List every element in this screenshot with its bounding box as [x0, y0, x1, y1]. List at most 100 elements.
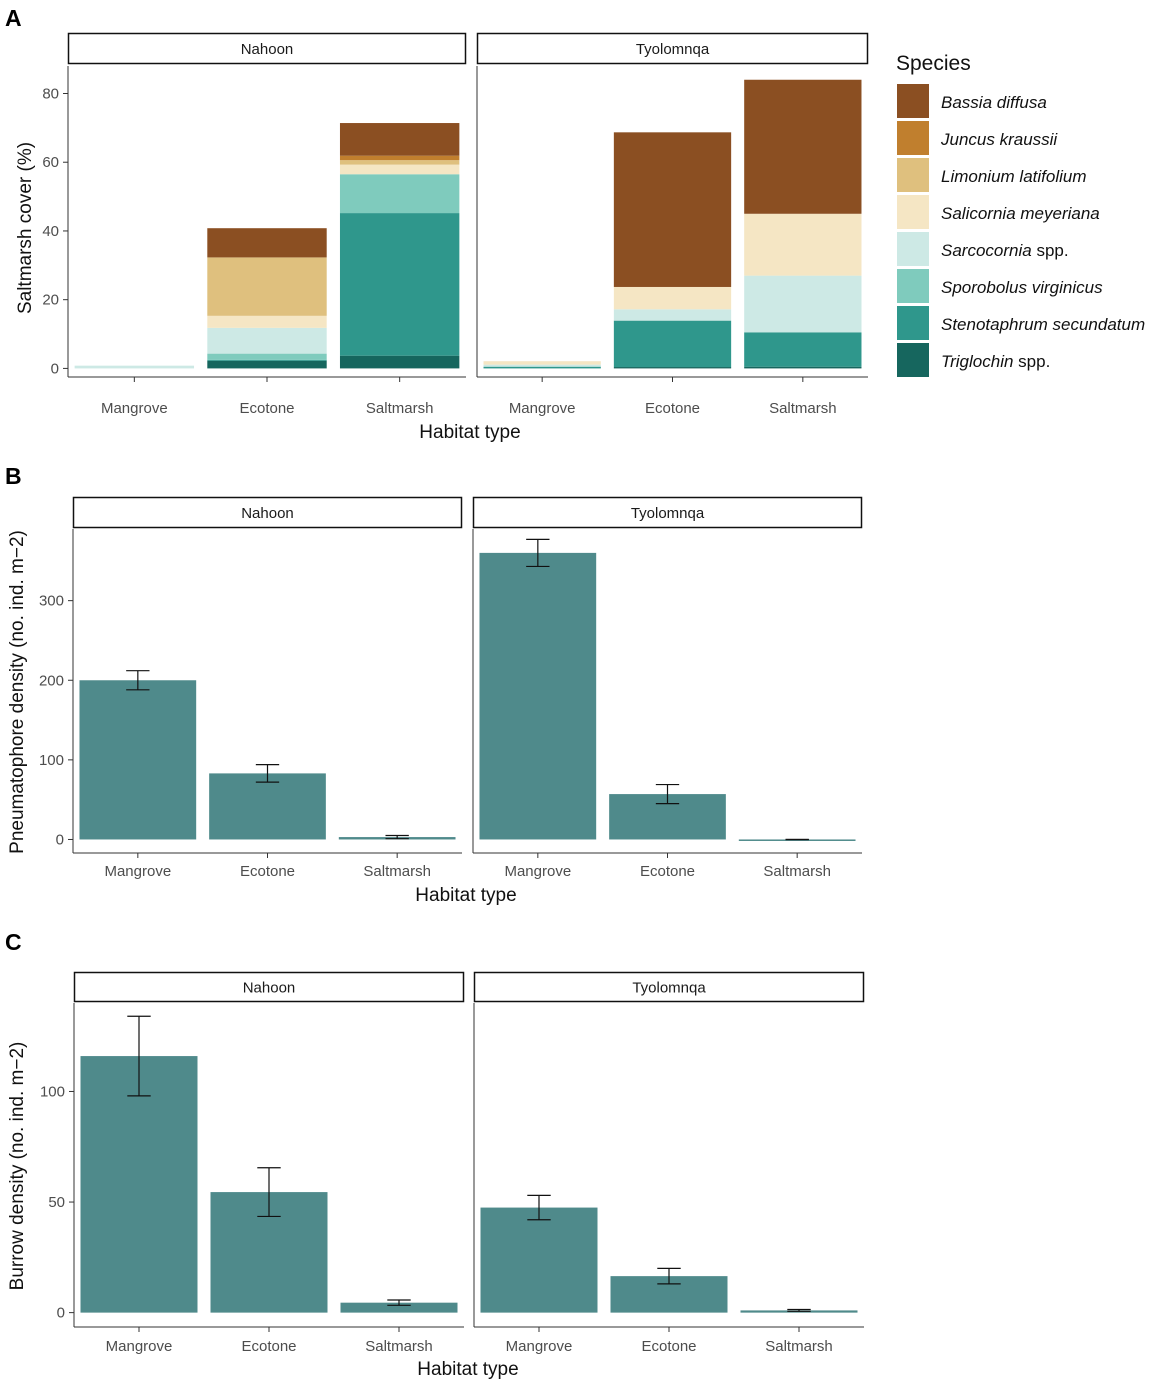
legend-label: Triglochin spp.	[941, 352, 1050, 371]
legend-label-italic: Salicornia meyeriana	[941, 204, 1100, 223]
legend-label: Limonium latifolium	[941, 167, 1087, 186]
panel-c-y-title: Burrow density (no. ind. m−2)	[7, 1042, 28, 1291]
panel-a-bar-segment-stenotaphrum-secundatum	[744, 332, 862, 367]
panel-a-bar-segment-salicornia-meyeriana	[339, 164, 460, 175]
panel-c-xtick-label: Ecotone	[641, 1338, 696, 1355]
legend-label-suffix: spp.	[1013, 352, 1050, 371]
panel-a-bar-segment-stenotaphrum-secundatum	[207, 359, 327, 361]
panel-c-error-bar	[387, 1299, 411, 1306]
panel-a-bar-segment-bassia-diffusa	[339, 123, 460, 156]
panel-a-ytick-label: 40	[42, 223, 59, 240]
panel-a-xtick-label: Ecotone	[239, 400, 294, 417]
plots: 0 20 40 60 80 Nahoon Mangrove Ecotone Saltmarsh T…	[39, 32, 869, 1355]
panel-a-facet-strip	[67, 32, 467, 65]
panel-a-facet-label: Nahoon	[241, 41, 294, 58]
panel-a-bar-segment-salicornia-meyeriana	[207, 315, 327, 328]
legend-label: Juncus kraussii	[940, 130, 1058, 149]
panel-a-bar-segment-stenotaphrum-secundatum	[339, 213, 460, 356]
panel-b-xtick-label: Mangrove	[504, 863, 571, 880]
panel-a-ytick-label: 0	[51, 360, 59, 377]
panel-a-y-title: Saltmarsh cover (%)	[15, 142, 36, 314]
panel-b-error-bar	[655, 783, 680, 805]
panel-a-facet-label: Tyolomnqa	[636, 41, 710, 58]
legend-swatch	[897, 306, 929, 340]
legend-swatch	[897, 195, 929, 229]
panel-b-xtick-label: Ecotone	[640, 863, 695, 880]
panel-b-x-title: Habitat type	[415, 885, 516, 906]
panel-c-xtick-label: Mangrove	[106, 1338, 173, 1355]
panel-b-facet-strip	[72, 496, 463, 529]
panel-a-bar-segment-triglochin-spp	[744, 366, 862, 369]
panel-c-xtick-label: Mangrove	[506, 1338, 573, 1355]
legend-swatch	[897, 158, 929, 192]
panel-b-bar	[738, 839, 856, 841]
panel-a-bar-segment-triglochin-spp	[339, 355, 460, 369]
panel-b-ytick-label: 200	[39, 672, 64, 689]
legend-swatch	[897, 343, 929, 377]
panel-c-facet-strip	[473, 971, 865, 1003]
panel-b-error-bar	[126, 670, 150, 691]
panel-a-bar-segment-sarcocornia-spp	[207, 327, 327, 354]
panel-c-ytick-label: 100	[40, 1083, 65, 1100]
legend-label-italic: Sarcocornia	[941, 241, 1032, 260]
panel-a-bar-segment-triglochin-spp	[207, 360, 327, 369]
panel-b-error-bar	[526, 538, 550, 568]
legend-swatch	[897, 232, 929, 266]
panel-b-ytick-label: 100	[39, 752, 64, 769]
panel-a-bar-segment-sarcocornia-spp	[74, 365, 195, 369]
panel-a-bar-segment-bassia-diffusa	[207, 228, 327, 258]
legend-label-italic: Limonium latifolium	[941, 167, 1087, 186]
panel-c-x-title: Habitat type	[417, 1359, 518, 1380]
panel-a-bar-segment-stenotaphrum-secundatum	[483, 366, 601, 369]
panel-c-error-bar	[127, 1015, 151, 1097]
legend-swatch	[897, 121, 929, 155]
legend-label: Sporobolus virginicus	[941, 278, 1103, 297]
panel-a-bar-segment-bassia-diffusa	[744, 79, 862, 214]
panel-c-bar	[480, 1207, 598, 1313]
panel-b-bar	[209, 773, 326, 840]
panel-c-xtick-label: Saltmarsh	[765, 1338, 833, 1355]
panel-b-bar	[79, 680, 197, 840]
legend-swatch	[897, 269, 929, 303]
panel-b-xtick-label: Mangrove	[104, 863, 171, 880]
panel-a-x-title: Habitat type	[419, 422, 520, 443]
panel-c-xtick-label: Ecotone	[241, 1338, 296, 1355]
panel-label-c: C	[5, 929, 22, 955]
panel-a-bar-segment-stenotaphrum-secundatum	[613, 320, 732, 368]
panel-a-xtick-label: Saltmarsh	[366, 400, 434, 417]
panel-c-bar	[80, 1056, 198, 1313]
panel-a-bar-segment-juncus-kraussii	[339, 155, 460, 161]
legend-label-italic: Triglochin	[941, 352, 1013, 371]
legend-label: Salicornia meyeriana	[941, 204, 1100, 223]
panel-b-facet-label: Nahoon	[241, 505, 294, 522]
panel-a-bar-segment-salicornia-meyeriana	[613, 286, 732, 310]
panel-a-xtick-label: Saltmarsh	[769, 400, 837, 417]
panel-c-facet-label: Tyolomnqa	[632, 980, 706, 997]
panel-a-xtick-label: Mangrove	[509, 400, 576, 417]
panel-b-bar	[479, 552, 597, 840]
panel-a-bar-segment-sarcocornia-spp	[613, 309, 732, 321]
panel-a-bar-segment-salicornia-meyeriana	[483, 361, 601, 365]
legend-label-italic: Bassia diffusa	[941, 93, 1047, 112]
panel-a-bar-segment-limonium-latifolium	[339, 160, 460, 165]
panel-c-error-bar	[527, 1194, 551, 1221]
panel-b-xtick-label: Saltmarsh	[763, 863, 831, 880]
panel-a-bar-segment-sarcocornia-spp	[483, 364, 601, 367]
legend-label: Stenotaphrum secundatum	[941, 315, 1145, 334]
legend-label: Bassia diffusa	[941, 93, 1047, 112]
panel-a-ytick-label: 80	[42, 85, 59, 102]
legend-label-italic: Stenotaphrum secundatum	[941, 315, 1145, 334]
panel-b-error-bar	[385, 834, 409, 840]
panel-c-ytick-label: 0	[57, 1305, 65, 1322]
panel-a-ytick-label: 60	[42, 154, 59, 171]
panel-b-xtick-label: Saltmarsh	[363, 863, 431, 880]
panel-b-ytick-label: 0	[56, 831, 64, 848]
panel-a-xtick-label: Mangrove	[101, 400, 168, 417]
panel-b-facet-label: Tyolomnqa	[631, 505, 705, 522]
panel-a-bar-segment-salicornia-meyeriana	[744, 213, 862, 276]
legend-label-suffix: spp.	[1032, 241, 1069, 260]
panel-c-error-bar	[787, 1308, 811, 1312]
panel-a-facet-strip	[476, 32, 869, 65]
panel-b-error-bar	[255, 764, 280, 783]
